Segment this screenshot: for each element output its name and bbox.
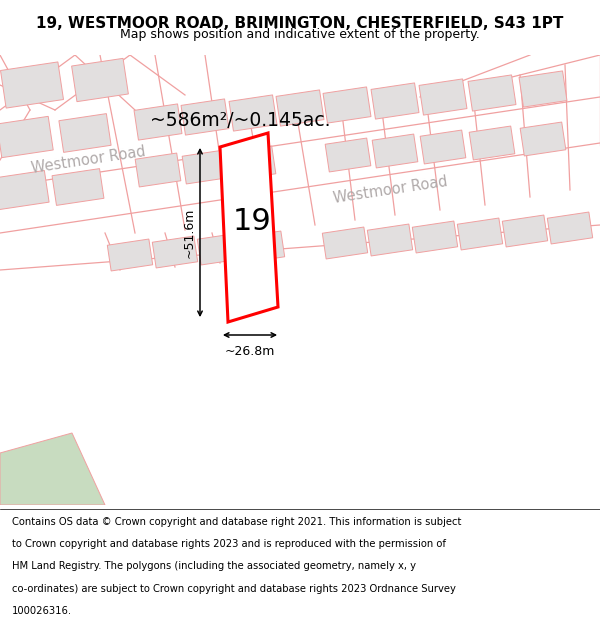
Text: ~586m²/~0.145ac.: ~586m²/~0.145ac.	[150, 111, 331, 130]
Bar	[367, 224, 413, 256]
Bar	[468, 75, 516, 111]
Bar	[197, 233, 242, 265]
Text: HM Land Registry. The polygons (including the associated geometry, namely x, y: HM Land Registry. The polygons (includin…	[12, 561, 416, 571]
Bar	[1, 62, 64, 108]
Polygon shape	[0, 433, 105, 505]
Text: Contains OS data © Crown copyright and database right 2021. This information is : Contains OS data © Crown copyright and d…	[12, 517, 461, 527]
Bar	[239, 231, 284, 263]
Bar	[52, 169, 104, 206]
Text: to Crown copyright and database rights 2023 and is reproduced with the permissio: to Crown copyright and database rights 2…	[12, 539, 446, 549]
Text: co-ordinates) are subject to Crown copyright and database rights 2023 Ordnance S: co-ordinates) are subject to Crown copyr…	[12, 584, 456, 594]
Text: Westmoor Road: Westmoor Road	[332, 174, 448, 206]
Bar	[420, 130, 466, 164]
Bar	[134, 104, 182, 140]
Bar	[547, 212, 593, 244]
Bar	[412, 221, 458, 253]
Bar	[372, 134, 418, 168]
Bar	[276, 90, 324, 126]
Bar	[135, 153, 181, 187]
Bar	[152, 236, 197, 268]
Bar	[325, 138, 371, 172]
Bar	[59, 114, 111, 152]
Bar	[181, 99, 229, 135]
Bar	[71, 58, 128, 102]
Text: ~51.6m: ~51.6m	[183, 208, 196, 258]
Bar	[457, 218, 503, 250]
Text: 19, WESTMOOR ROAD, BRIMINGTON, CHESTERFIELD, S43 1PT: 19, WESTMOOR ROAD, BRIMINGTON, CHESTERFI…	[37, 16, 563, 31]
Bar	[230, 146, 276, 180]
Bar	[0, 171, 49, 209]
Text: Map shows position and indicative extent of the property.: Map shows position and indicative extent…	[120, 28, 480, 41]
Bar	[322, 227, 368, 259]
Bar	[371, 83, 419, 119]
Bar	[323, 87, 371, 123]
Bar	[419, 79, 467, 115]
Text: ~26.8m: ~26.8m	[225, 345, 275, 358]
Bar	[182, 150, 228, 184]
Bar	[502, 215, 548, 247]
Bar	[520, 122, 566, 156]
Text: 100026316.: 100026316.	[12, 606, 72, 616]
Text: Westmoor Road: Westmoor Road	[30, 144, 146, 176]
Bar	[469, 126, 515, 160]
Bar	[519, 71, 567, 107]
Text: 19: 19	[233, 208, 271, 236]
Bar	[107, 239, 152, 271]
Polygon shape	[220, 133, 278, 322]
Bar	[0, 116, 53, 158]
Bar	[229, 95, 277, 131]
